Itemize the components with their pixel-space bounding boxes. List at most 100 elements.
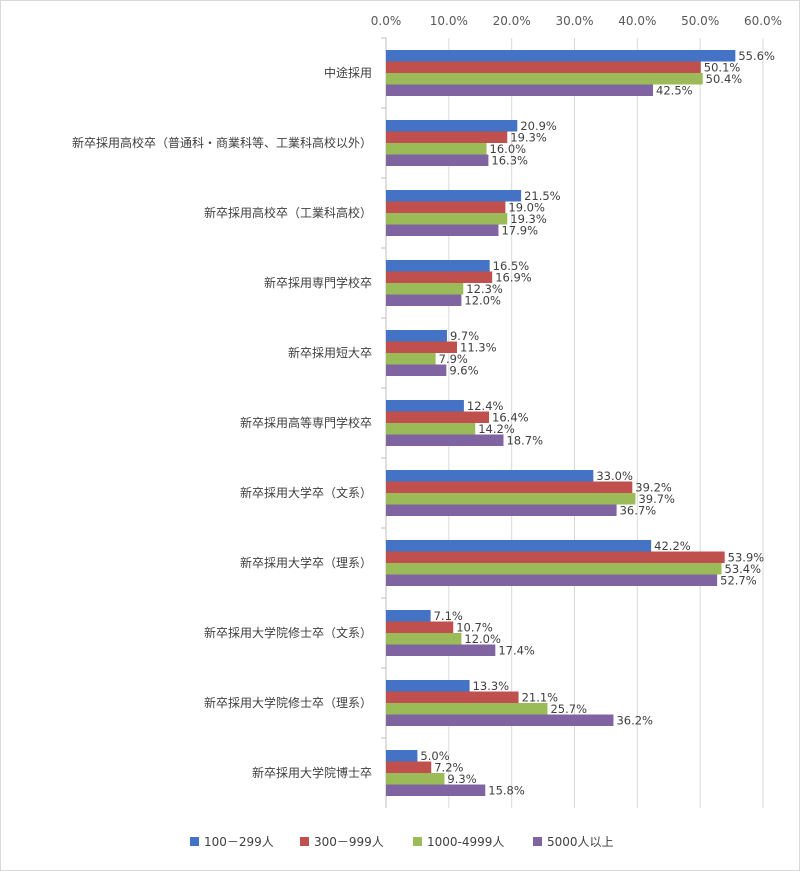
data-label: 50.1%	[704, 61, 741, 75]
category-label: 中途採用	[324, 65, 372, 80]
bar	[386, 224, 499, 236]
bar	[386, 644, 496, 656]
bar	[386, 621, 454, 633]
bar	[386, 504, 617, 516]
data-label: 55.6%	[738, 49, 775, 63]
data-label: 39.7%	[638, 492, 675, 506]
bar	[386, 750, 418, 762]
x-tick-label: 50.0%	[681, 14, 719, 28]
bar	[386, 120, 518, 132]
bar	[386, 434, 504, 446]
data-label: 39.2%	[635, 481, 672, 495]
bar	[386, 131, 508, 143]
category-label: 新卒採用大学卒（理系）	[240, 555, 372, 570]
data-label: 20.9%	[520, 119, 557, 133]
data-label: 21.1%	[522, 691, 559, 705]
data-label: 19.3%	[510, 131, 547, 145]
data-label: 52.7%	[720, 574, 757, 588]
bar	[386, 493, 636, 505]
x-tick-label: 10.0%	[430, 14, 468, 28]
category-label: 新卒採用大学院修士卒（文系）	[204, 625, 372, 640]
legend-swatch	[533, 837, 542, 846]
bar	[386, 154, 489, 166]
bar	[386, 61, 701, 73]
legend-swatch	[190, 837, 199, 846]
bar	[386, 364, 447, 376]
category-label: 新卒採用大学院博士卒	[252, 765, 372, 780]
data-label: 50.4%	[706, 72, 743, 86]
bar	[386, 633, 462, 645]
data-label: 7.9%	[439, 352, 468, 366]
bar	[386, 271, 493, 283]
category-label: 新卒採用大学卒（文系）	[240, 485, 372, 500]
bar	[386, 330, 447, 342]
x-tick-label: 30.0%	[555, 14, 593, 28]
bar	[386, 574, 718, 586]
bar	[386, 201, 506, 213]
x-tick-label: 20.0%	[493, 14, 531, 28]
data-label: 9.6%	[449, 364, 478, 378]
x-tick-label: 60.0%	[744, 14, 782, 28]
data-label: 36.2%	[616, 714, 653, 728]
bar	[386, 540, 652, 552]
data-label: 12.0%	[464, 294, 501, 308]
bar	[386, 353, 436, 365]
category-label: 新卒採用大学院修士卒（理系）	[204, 695, 372, 710]
category-label: 新卒採用高校卒（普通科・商業科等、工業科高校以外）	[72, 135, 372, 150]
bar	[386, 73, 703, 85]
data-label: 7.1%	[434, 609, 463, 623]
bar	[386, 50, 736, 62]
data-label: 42.2%	[654, 539, 691, 553]
bar	[386, 610, 431, 622]
data-label: 16.0%	[490, 142, 527, 156]
data-label: 25.7%	[550, 702, 587, 716]
data-label: 17.9%	[501, 224, 538, 238]
bar	[386, 703, 548, 715]
data-label: 5.0%	[420, 749, 449, 763]
data-label: 17.4%	[498, 644, 535, 658]
bar	[386, 563, 722, 575]
legend-swatch	[300, 837, 309, 846]
data-label: 10.7%	[456, 621, 493, 635]
data-label: 7.2%	[434, 761, 463, 775]
data-label: 9.7%	[450, 329, 479, 343]
bar	[386, 260, 490, 272]
bar	[386, 283, 464, 295]
bar	[386, 84, 654, 96]
bar	[386, 341, 458, 353]
data-label: 53.9%	[728, 551, 765, 565]
data-label: 19.3%	[510, 212, 547, 226]
data-label: 12.3%	[466, 282, 503, 296]
category-label: 新卒採用高等専門学校卒	[240, 415, 372, 430]
legend-label: 5000人以上	[547, 835, 614, 849]
data-label: 12.0%	[464, 632, 501, 646]
data-label: 18.7%	[506, 434, 543, 448]
data-label: 53.4%	[725, 562, 762, 576]
data-label: 21.5%	[524, 189, 561, 203]
bar	[386, 190, 522, 202]
category-label: 新卒採用専門学校卒	[264, 275, 372, 290]
x-tick-label: 40.0%	[618, 14, 656, 28]
bar	[386, 761, 432, 773]
data-label: 14.2%	[478, 422, 515, 436]
data-label: 9.3%	[447, 772, 476, 786]
bar	[386, 773, 445, 785]
data-label: 42.5%	[656, 84, 693, 98]
data-label: 12.4%	[467, 399, 504, 413]
bar	[386, 294, 462, 306]
data-label: 19.0%	[508, 201, 545, 215]
data-label: 36.7%	[620, 504, 657, 518]
bar	[386, 714, 614, 726]
bar	[386, 400, 464, 412]
bar	[386, 784, 486, 796]
legend-label: 300－999人	[314, 835, 384, 849]
x-tick-label: 0.0%	[371, 14, 402, 28]
bar	[386, 213, 508, 225]
data-label: 16.3%	[491, 154, 528, 168]
bar	[386, 143, 487, 155]
bar	[386, 423, 476, 435]
bar	[386, 411, 490, 423]
bar	[386, 691, 519, 703]
legend-label: 1000-4999人	[427, 835, 504, 849]
